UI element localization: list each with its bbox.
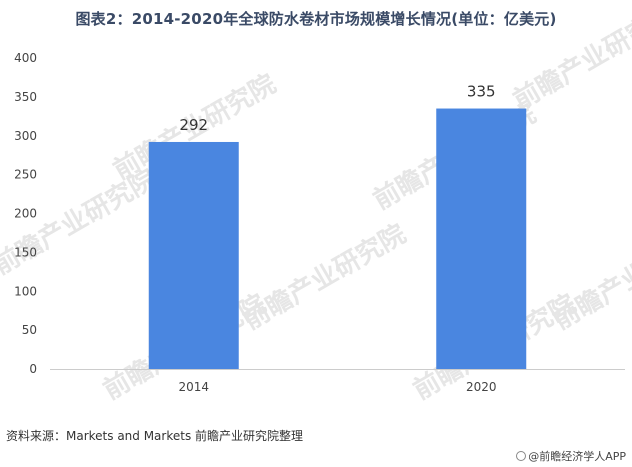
x-tick-label-2020: 2020 [466, 380, 497, 394]
bar-2020 [436, 108, 527, 369]
brand-text: @前瞻经济学人APP [528, 450, 626, 463]
brand-credit: @前瞻经济学人APP [516, 448, 626, 464]
data-label-2014: 292 [179, 116, 208, 134]
y-tick-label: 100 [14, 284, 37, 298]
x-tick-label-2014: 2014 [178, 380, 209, 394]
bars [148, 108, 527, 369]
y-tick-label: 250 [14, 168, 37, 182]
y-axis: 0 50 100 150 200 250 300 350 400 [14, 51, 37, 376]
y-tick-label: 350 [14, 90, 37, 104]
data-label-2020: 335 [467, 83, 496, 101]
y-tick-label: 50 [22, 323, 37, 337]
x-axis: 2014 2020 [50, 369, 625, 394]
data-labels: 292 335 [179, 83, 495, 134]
y-tick-label: 0 [29, 362, 37, 376]
y-tick-label: 300 [14, 129, 37, 143]
source-note: 资料来源：Markets and Markets 前瞻产业研究院整理 [6, 429, 304, 443]
brand-logo-icon [516, 451, 527, 461]
y-tick-label: 400 [14, 51, 37, 65]
watermark-text: 前瞻产业研究院 [508, 0, 632, 116]
y-tick-label: 150 [14, 245, 37, 259]
watermark-layer: 前瞻产业研究院前瞻产业研究院前瞻产业研究院前瞻产业研究院前瞻产业研究院前瞻产业研… [0, 0, 632, 406]
bar-2014 [148, 141, 239, 369]
y-tick-label: 200 [14, 207, 37, 221]
chart-title: 图表2：2014-2020年全球防水卷材市场规模增长情况(单位：亿美元) [75, 10, 557, 28]
